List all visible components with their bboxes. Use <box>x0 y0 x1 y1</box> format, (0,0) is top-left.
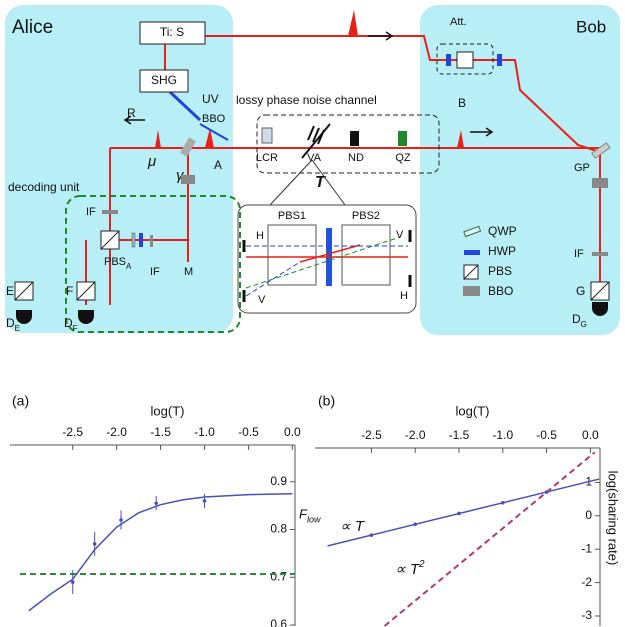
line <box>29 494 293 611</box>
data-point <box>370 533 374 537</box>
data-point <box>457 512 461 516</box>
label: H <box>256 230 264 242</box>
data-point <box>93 542 97 546</box>
y-tick-label: 0.6 <box>270 617 287 627</box>
annotation: ∝ T <box>340 518 366 535</box>
label: PBS2 <box>352 210 380 222</box>
x-tick-label: -2.0 <box>106 425 127 439</box>
legend-label: QWP <box>488 224 517 238</box>
qwp <box>132 233 135 247</box>
x-tick-label: -2.0 <box>405 428 426 442</box>
x-tick-label: -2.5 <box>361 428 382 442</box>
y-tick-label: -3 <box>581 608 592 622</box>
label: V <box>396 229 404 241</box>
if <box>150 235 153 247</box>
label: M <box>184 266 193 278</box>
annotation-text: ∝ T <box>395 561 421 578</box>
label: BBO <box>202 113 226 125</box>
y-axis-label: Flow <box>299 507 321 525</box>
y-axis-label-sub: low <box>307 515 321 525</box>
x-tick-label: -2.5 <box>62 425 83 439</box>
y-tick-label: -1 <box>581 541 592 555</box>
y-tick-label: 0.8 <box>270 522 287 536</box>
x-axis-label: log(T) <box>456 403 490 418</box>
data-point <box>545 490 549 494</box>
y-tick-label: 0 <box>585 508 592 522</box>
hwp <box>497 54 502 66</box>
label: B <box>458 96 466 110</box>
label: IF <box>574 248 584 260</box>
y-tick-label: -2 <box>581 575 592 589</box>
lcr <box>262 128 272 143</box>
label: G <box>576 284 585 298</box>
label: ND <box>348 152 364 164</box>
label: F <box>66 284 73 298</box>
legend-label: PBS <box>488 264 512 278</box>
label: QZ <box>395 152 411 164</box>
data-point <box>154 501 158 505</box>
nd <box>350 131 359 146</box>
channel-label: lossy phase noise channel <box>236 93 377 107</box>
legend-label: HWP <box>488 244 516 258</box>
y-tick-label: 0.9 <box>270 474 287 488</box>
data-point <box>203 499 207 503</box>
if <box>102 210 118 214</box>
x-tick-label: 0.0 <box>582 428 599 442</box>
setup-diagram: Alice Bob Ti: S SHG UV BBO R μ γ A B Att… <box>5 5 620 335</box>
zoom-line <box>270 160 345 205</box>
label: GP <box>574 162 590 174</box>
legend-label: BBO <box>488 284 513 298</box>
annotation-text: ∝ T <box>340 518 366 535</box>
hwp <box>446 54 451 66</box>
x-tick-label: -1.0 <box>194 425 215 439</box>
label: R <box>127 106 136 120</box>
data-point <box>501 501 505 505</box>
line <box>328 479 599 546</box>
label: Att. <box>450 16 467 28</box>
x-tick-label: -1.5 <box>449 428 470 442</box>
label: IF <box>86 206 96 218</box>
pbs <box>457 52 473 68</box>
alice-panel <box>5 5 233 333</box>
data-point <box>71 580 75 584</box>
label: LCR <box>256 152 278 164</box>
x-tick-label: -1.5 <box>150 425 171 439</box>
label: IF <box>150 266 160 278</box>
alice-label: Alice <box>12 17 53 38</box>
y-tick-label: 0.7 <box>270 569 287 583</box>
tis-label: Ti: S <box>160 25 184 39</box>
x-tick-label: -1.0 <box>492 428 513 442</box>
label: H <box>400 290 408 302</box>
x-tick-label: 0.0 <box>284 425 301 439</box>
annotation: ∝ T2 <box>395 559 425 578</box>
panel-label: (a) <box>12 393 29 409</box>
label: V <box>258 294 266 306</box>
figure: Alice Bob Ti: S SHG UV BBO R μ γ A B Att… <box>0 0 625 627</box>
label: E <box>6 284 14 298</box>
label: decoding unit <box>8 180 80 194</box>
channel-box <box>257 115 439 173</box>
qz <box>398 131 407 146</box>
annotation-sup: 2 <box>418 559 425 570</box>
x-axis-label: log(T) <box>151 403 185 418</box>
hwp <box>139 233 143 247</box>
label: UV <box>202 92 219 106</box>
data-point <box>413 523 417 527</box>
label: PBS1 <box>278 210 306 222</box>
label: μ <box>147 153 156 170</box>
bob-label: Bob <box>576 17 606 36</box>
line <box>385 452 595 626</box>
y-axis-label: log(sharing rate) <box>606 471 621 566</box>
label: A <box>214 158 222 172</box>
shg-label: SHG <box>151 73 177 87</box>
label: VA <box>307 152 322 164</box>
panel-label: (b) <box>318 393 335 409</box>
x-tick-label: -0.5 <box>238 425 259 439</box>
filter <box>181 175 195 184</box>
data-point <box>119 518 123 522</box>
x-tick-label: -0.5 <box>536 428 557 442</box>
